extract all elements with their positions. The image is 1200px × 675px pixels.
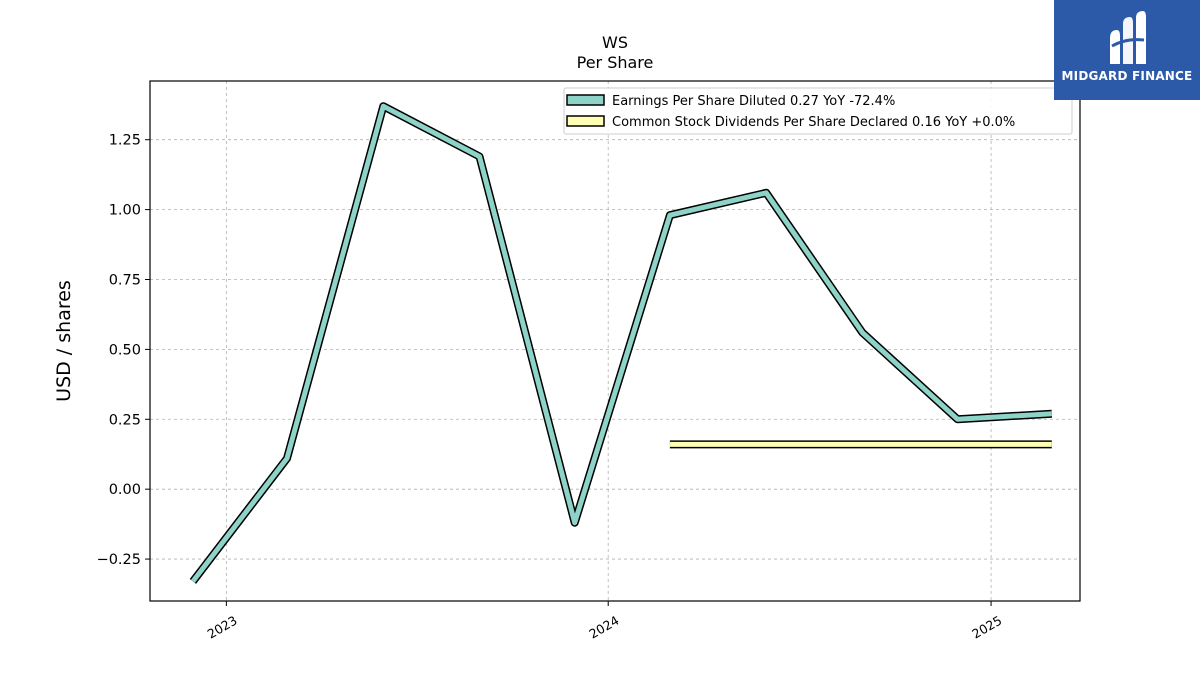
y-tick-label: 1.25 bbox=[109, 133, 141, 149]
midgard-logo-icon bbox=[1110, 11, 1146, 64]
x-axis: 2023 2024 2025 bbox=[205, 601, 1004, 642]
x-tick-label: 2025 bbox=[969, 613, 1004, 642]
y-axis: −0.25 0.00 0.25 0.50 0.75 1.00 1.25 bbox=[97, 133, 150, 568]
midgard-finance-logo: MIDGARD FINANCE bbox=[1054, 0, 1200, 100]
y-tick-label: 0.25 bbox=[109, 412, 141, 428]
y-tick-label: −0.25 bbox=[97, 552, 141, 568]
grid bbox=[150, 81, 1080, 601]
legend-box bbox=[563, 87, 1073, 135]
legend-label-eps: Earnings Per Share Diluted 0.27 YoY -72.… bbox=[612, 94, 895, 109]
plot-frame bbox=[149, 80, 1081, 602]
series-outline-0 bbox=[189, 102, 1053, 584]
y-tick-label: 0.75 bbox=[109, 272, 141, 288]
chart-subtitle: Per Share bbox=[577, 53, 654, 72]
y-tick-label: 1.00 bbox=[109, 203, 141, 219]
logo-text: MIDGARD FINANCE bbox=[1061, 69, 1193, 83]
legend: Earnings Per Share Diluted 0.27 YoY -72.… bbox=[563, 87, 1073, 135]
legend-swatch-dividends bbox=[566, 115, 605, 127]
y-tick-label: 0.50 bbox=[109, 342, 141, 358]
series-line-0 bbox=[190, 103, 1052, 583]
chart-title: WS bbox=[602, 33, 628, 52]
x-tick-label: 2023 bbox=[205, 613, 240, 642]
y-axis-label: USD / shares bbox=[53, 280, 75, 402]
series-layer bbox=[189, 102, 1053, 584]
y-tick-label: 0.00 bbox=[109, 482, 141, 498]
legend-label-dividends: Common Stock Dividends Per Share Declare… bbox=[612, 115, 1015, 130]
x-tick-label: 2024 bbox=[586, 613, 621, 642]
legend-swatch-eps bbox=[566, 94, 605, 106]
